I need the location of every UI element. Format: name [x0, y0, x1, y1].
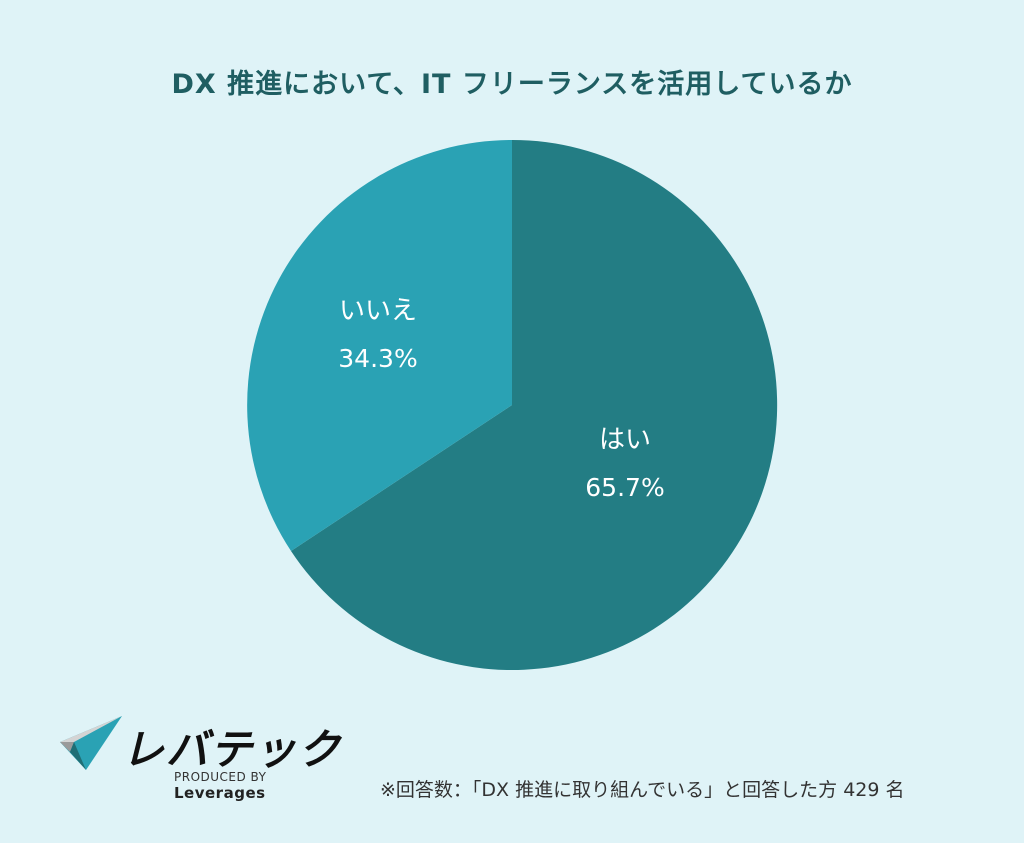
slice-label-yes-text: はい	[598, 425, 651, 455]
brand-logo: レバテック PRODUCED BY Leverages	[56, 712, 346, 802]
pie-slice-no	[247, 140, 512, 551]
pie-slice-yes	[291, 139, 778, 670]
logo-wordmark: レバテック	[122, 725, 343, 774]
slice-label-no-text: いいえ	[338, 296, 417, 326]
footnote: ※回答数：「DX 推進に取り組んでいる」と回答した方 429 名	[380, 779, 905, 801]
slice-label-yes: はい 65.7%	[565, 427, 685, 500]
logo-subtitle: PRODUCED BY Leverages	[174, 770, 346, 802]
logo-mark-icon	[60, 716, 122, 770]
slice-label-no-pct: 34.3%	[338, 344, 418, 373]
logo-sub-prefix: PRODUCED BY	[174, 770, 267, 784]
chart-title: DX 推進において、IT フリーランスを活用しているか	[171, 69, 853, 100]
logo-sub-brand: Leverages	[174, 784, 266, 802]
slice-label-no: いいえ 34.3%	[318, 298, 438, 371]
slice-label-yes-pct: 65.7%	[585, 473, 665, 502]
